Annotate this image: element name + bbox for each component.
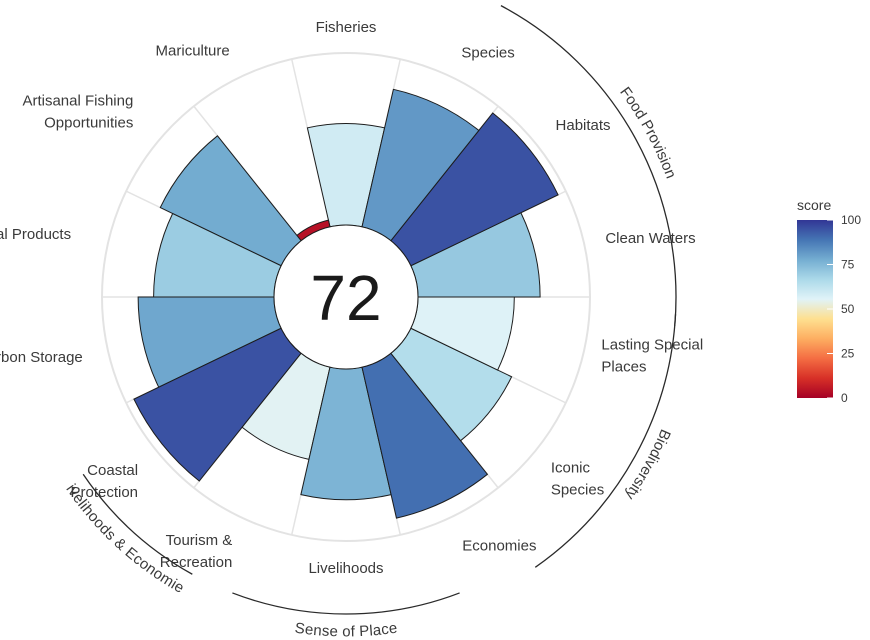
goal-label: Fisheries	[316, 19, 377, 36]
legend-tick-label: 0	[841, 391, 848, 405]
center-disc	[273, 224, 419, 370]
group-label-text: Sense of Place	[294, 620, 399, 640]
goal-label-line: Iconic	[551, 459, 591, 476]
goal-label-line: Fisheries	[316, 19, 377, 36]
goal-label-line: Species	[461, 44, 514, 61]
group-label: Biodiversity	[621, 427, 674, 503]
goal-label-line: Places	[601, 358, 646, 375]
legend-tick-label: 75	[841, 258, 855, 272]
goal-label-line: Opportunities	[44, 114, 133, 131]
legend-tick-label: 100	[841, 213, 861, 227]
goal-label: Artisanal Fishing Opportunities	[22, 92, 133, 131]
goal-label-line: Mariculture	[156, 43, 230, 60]
group-label: Food Provision	[616, 84, 679, 181]
goal-label: Carbon Storage	[0, 349, 83, 366]
legend-tick-label: 25	[841, 347, 855, 361]
goal-label: Iconic Species	[551, 459, 604, 498]
goal-label: Coastal Protection	[70, 462, 138, 501]
goal-label: Habitats	[556, 117, 611, 134]
goal-label-line: Livelihoods	[308, 560, 383, 577]
group-arc	[232, 592, 460, 615]
goal-label: Tourism & Recreation	[160, 532, 233, 571]
goal-label-line: Clean Waters	[605, 230, 695, 247]
group-arc	[534, 314, 677, 568]
goal-label: Livelihoods	[308, 560, 383, 577]
center-score: 72	[310, 262, 381, 334]
goal-label-line: Protection	[70, 484, 138, 501]
goal-label-line: Habitats	[556, 117, 611, 134]
goal-label-line: Lasting Special	[601, 336, 703, 353]
goal-label-line: Carbon Storage	[0, 349, 83, 366]
goal-label: Clean Waters	[605, 230, 695, 247]
goal-label-line: Natural Products	[0, 226, 71, 243]
goal-label-line: Tourism &	[166, 532, 233, 549]
legend-tick-label: 50	[841, 302, 855, 316]
goal-label-line: Artisanal Fishing	[22, 92, 133, 109]
goal-label-line: Economies	[462, 537, 536, 554]
goal-label: Economies	[462, 537, 536, 554]
group-label-text: Biodiversity	[621, 427, 674, 503]
goal-label: Species	[461, 44, 514, 61]
group-label: Sense of Place	[294, 620, 399, 640]
goal-label: Lasting Special Places	[601, 336, 703, 375]
legend-title: score	[797, 197, 831, 213]
goal-label-line: Coastal	[87, 462, 138, 479]
group-arc	[82, 473, 193, 575]
goal-label-line: Recreation	[160, 554, 233, 571]
goal-label-line: Species	[551, 481, 604, 498]
goal-label: Natural Products	[0, 226, 71, 243]
group-arc	[500, 5, 677, 326]
group-label-text: Food Provision	[616, 84, 679, 181]
goal-label: Mariculture	[156, 43, 230, 60]
